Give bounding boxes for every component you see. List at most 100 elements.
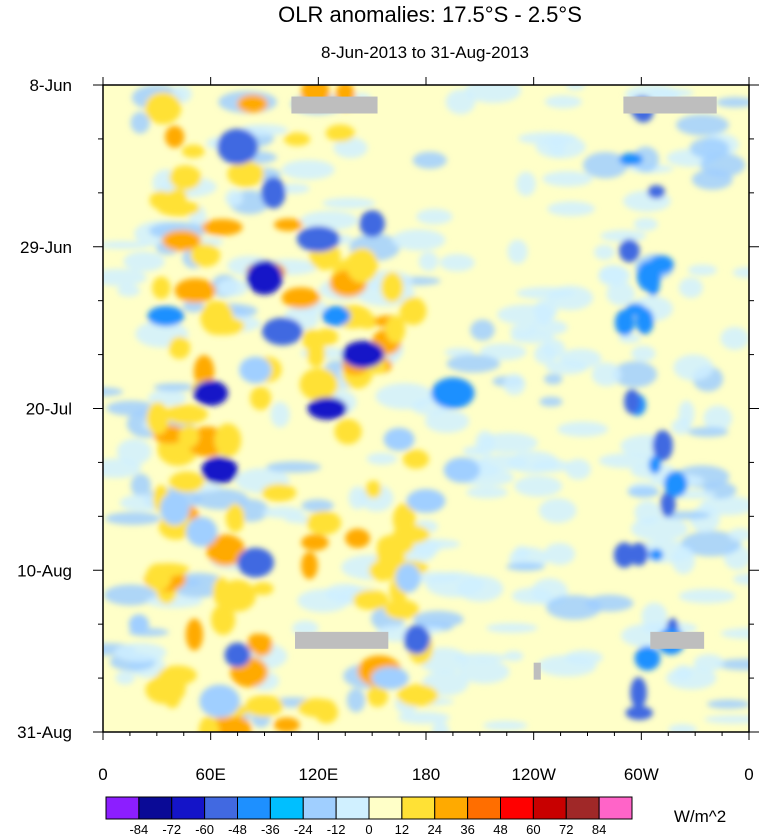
anomaly-cell [544,542,576,565]
anomaly-cell [237,547,275,578]
anomaly-cell [208,714,252,732]
colorbar-level-label: 60 [526,822,540,834]
anomaly-cell [261,483,297,502]
anomaly-cell [322,197,376,209]
anomaly-cell [544,95,582,109]
anomaly-cell [130,111,150,134]
anomaly-cell [307,397,348,420]
colorbar-swatch [302,796,337,820]
anomaly-cell [169,471,205,493]
colorbar-level-label: 84 [592,822,606,834]
colorbar-level-label: 0 [365,822,372,834]
anomaly-cell [103,240,151,250]
anomaly-cell [266,461,322,473]
anomaly-cell [178,425,200,449]
anomaly-cell [399,297,427,326]
y-axis-labels: 8-Jun 29-Jun 20-Jul 10-Aug 31-Aug [17,76,72,742]
chart-title: OLR anomalies: 17.5°S - 2.5°S [278,2,582,27]
x-tick-label: 0 [744,765,753,784]
anomaly-cell [514,475,563,497]
anomaly-cell [281,287,321,309]
missing-data-boxes [291,96,717,680]
anomaly-cell [346,247,379,283]
anomaly-cell [395,563,421,593]
anomaly-cell [397,711,450,724]
anomaly-cell [299,367,339,401]
anomaly-cell [283,132,311,147]
anomaly-cell [618,239,640,263]
anomaly-cell [720,326,749,350]
anomaly-cell [273,218,303,232]
colorbar-level-label: 24 [428,822,442,834]
anomaly-cell [246,260,283,295]
anomaly-cell [566,85,585,91]
anomaly-cell [306,510,342,535]
anomaly-cell [301,551,318,580]
anomaly-cell [217,278,248,297]
anomaly-cell [547,285,594,311]
anomaly-cell [262,506,305,519]
colorbar-level-label: -60 [195,822,214,834]
anomaly-cell [503,650,524,662]
anomaly-cell [516,171,536,197]
anomaly-cell [334,418,362,445]
anomaly-cell [446,354,501,373]
anomaly-cell [625,705,653,720]
anomaly-cell [593,244,615,260]
anomaly-cell [261,177,286,209]
anomaly-cell [475,430,495,457]
anomaly-cell [466,486,509,499]
anomaly-cell [148,563,190,577]
anomaly-cell [464,85,522,103]
colorbar-level-label: -24 [294,822,313,834]
anomaly-cell [720,627,749,640]
anomaly-cell [582,151,628,179]
anomaly-cell [359,210,385,238]
anomaly-cell [666,666,717,690]
anomaly-cell [606,281,636,306]
anomaly-cell [217,128,259,165]
anomaly-cell [202,316,245,336]
x-tick-label: 120W [511,765,555,784]
anomaly-cell [103,458,142,479]
anomaly-cell [618,333,641,344]
anomaly-cell [470,319,495,341]
anomaly-cell [185,618,204,651]
missing-data-box [291,96,378,114]
anomaly-cell [391,229,446,251]
anomaly-cell [631,345,656,362]
anomaly-cell [301,534,329,551]
anomaly-cell [314,699,336,715]
anomaly-cell [733,573,749,585]
anomaly-cell [250,633,273,657]
anomaly-cell [660,491,676,518]
anomaly-cell [365,480,382,499]
anomaly-cell [402,449,430,469]
missing-data-box [650,631,705,649]
anomaly-cell [245,695,284,717]
anomaly-cell [678,588,736,604]
anomaly-cell [174,278,216,303]
anomaly-cell [273,717,300,732]
anomaly-cell [117,284,141,297]
anomaly-cell [123,251,165,272]
anomaly-cell [380,272,404,303]
anomaly-cell [167,189,188,205]
anomaly-cell [315,328,339,346]
colorbar-level-label: -12 [327,822,346,834]
anomaly-cell [545,359,588,375]
anomaly-cell [633,217,658,231]
colorbar-level-label: 12 [395,822,409,834]
anomaly-cell [673,354,714,381]
colorbar-swatch [565,796,600,820]
anomaly-cell [443,457,481,483]
anomaly-cell [321,306,351,327]
anomaly-cell [225,189,243,207]
anomaly-cell [459,659,510,684]
anomaly-cell [693,654,724,672]
anomaly-cell [182,300,205,313]
anomaly-cell [625,303,646,316]
anomaly-cell [479,343,527,361]
colorbar-unit-label: W/m^2 [674,807,726,826]
plot-area [103,85,749,732]
